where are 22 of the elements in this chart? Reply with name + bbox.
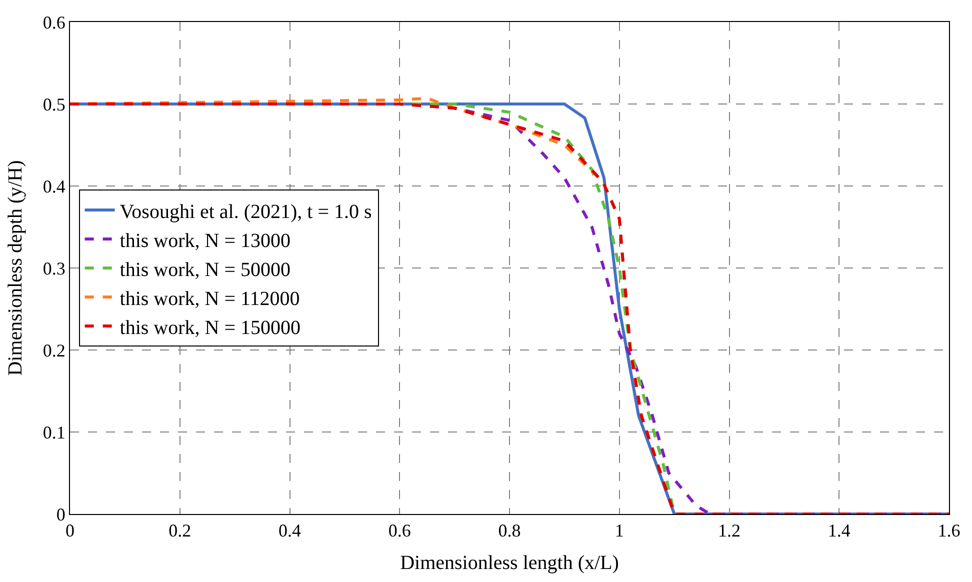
y-tick-label: 0.4 [42,176,66,196]
x-axis-title: Dimensionless length (x/L) [400,552,619,574]
legend-label: Vosoughi et al. (2021), t = 1.0 s [120,200,372,223]
x-tick-label: 0.8 [498,520,521,541]
x-tick-label: 1.4 [828,520,850,541]
legend-label: this work, N = 13000 [120,230,291,252]
x-tick-label: 0.2 [168,520,192,541]
x-tick-label: 1 [614,520,624,541]
y-tick-label: 0.2 [42,340,66,360]
y-tick-label: 0 [56,504,66,524]
x-tick-label: 0.6 [388,520,411,541]
y-tick-label: 0.5 [42,94,66,114]
x-tick-label: 1.6 [938,520,960,541]
y-tick-label: 0.3 [42,258,66,278]
legend-label: this work, N = 150000 [120,316,301,339]
legend-label: this work, N = 112000 [120,288,300,310]
y-tick-label: 0.6 [42,12,66,32]
legend-label: this work, N = 50000 [120,258,291,281]
x-tick-label: 0.4 [278,520,301,541]
x-tick-label: 1.2 [718,520,740,541]
y-tick-label: 0.1 [42,422,66,442]
y-axis-title: Dimensionless depth (y/H) [4,160,26,376]
